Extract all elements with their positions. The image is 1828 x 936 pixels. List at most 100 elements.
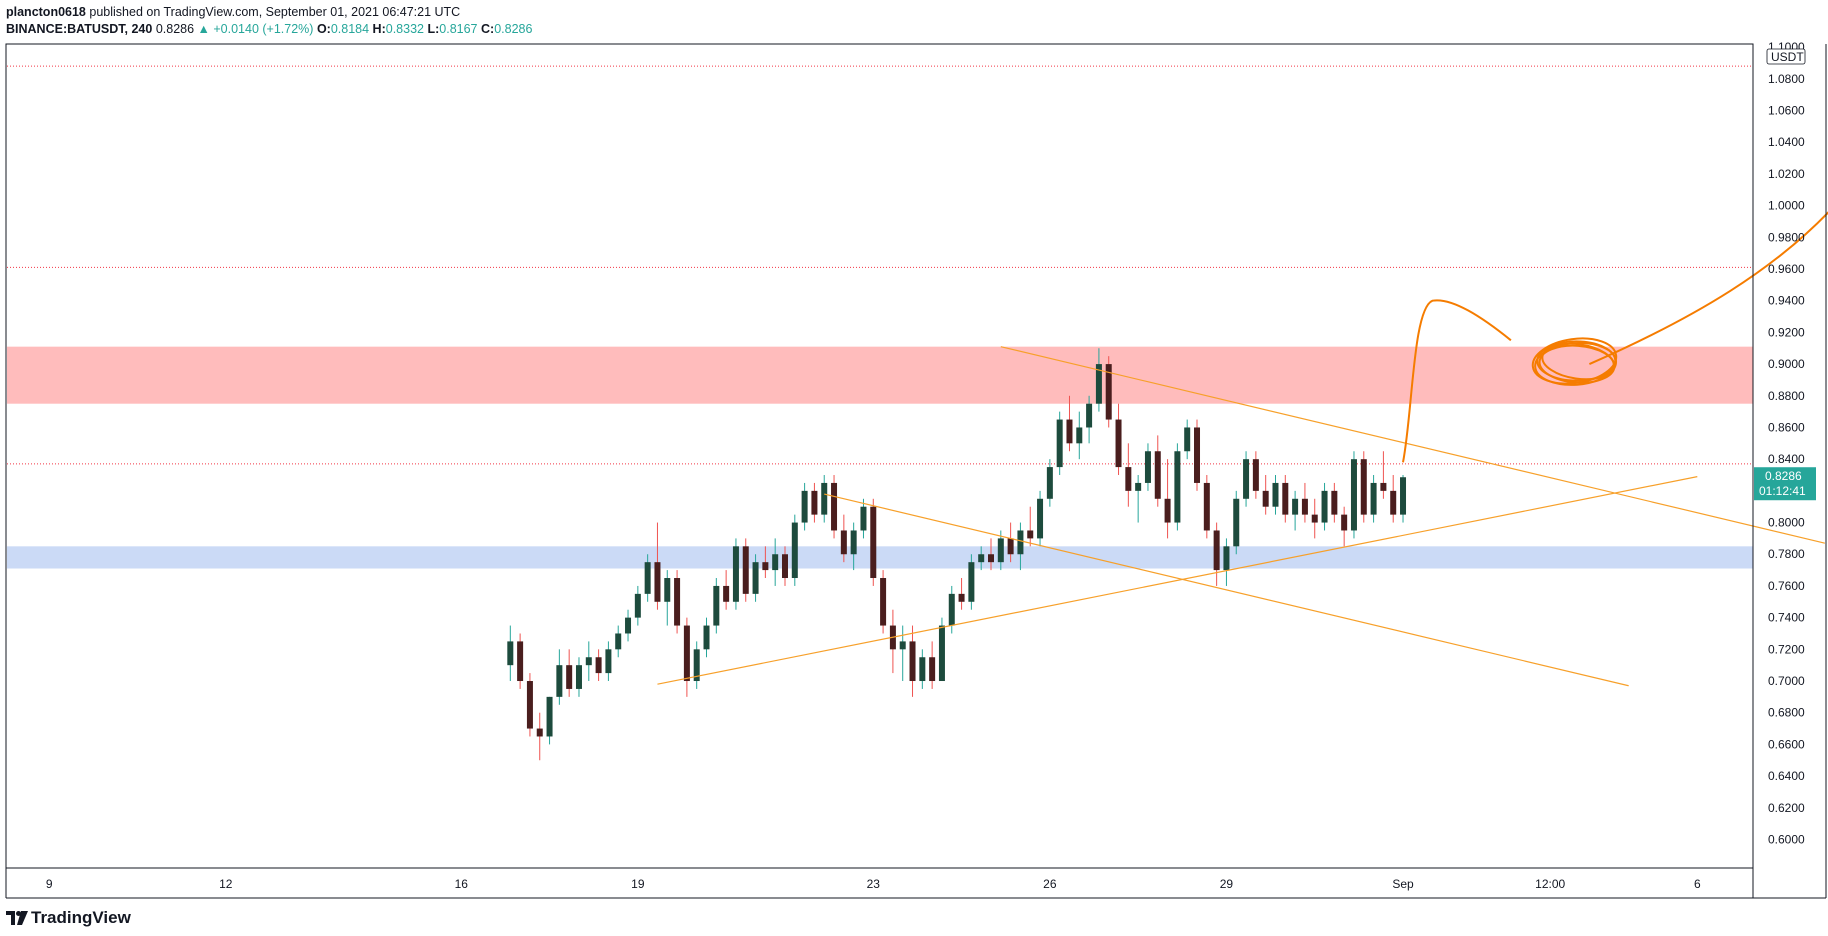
candle-body[interactable] (772, 554, 779, 571)
candle-body[interactable] (1037, 498, 1044, 539)
candle-body[interactable] (938, 625, 945, 682)
author-name[interactable]: plancton0618 (6, 5, 86, 19)
candle-body[interactable] (693, 649, 700, 682)
candle-body[interactable] (664, 578, 671, 602)
candle-body[interactable] (1262, 490, 1269, 507)
candle-body[interactable] (1252, 459, 1259, 491)
candle-body[interactable] (1311, 514, 1318, 523)
candle-body[interactable] (1007, 538, 1014, 555)
candle-body[interactable] (762, 562, 769, 571)
candle-body[interactable] (988, 554, 994, 563)
candle-body[interactable] (1243, 459, 1250, 499)
candle-body[interactable] (585, 657, 592, 666)
candle-body[interactable] (683, 625, 690, 682)
candle-body[interactable] (1194, 427, 1201, 483)
candle-body[interactable] (880, 578, 887, 626)
candle-body[interactable] (546, 696, 553, 737)
candle-body[interactable] (929, 657, 936, 682)
candle-body[interactable] (870, 506, 877, 579)
candle-body[interactable] (899, 641, 906, 650)
trend-line-2[interactable] (824, 493, 1629, 687)
trend-line-3[interactable] (657, 476, 1698, 685)
candle-body[interactable] (1301, 498, 1308, 515)
candle-body[interactable] (1095, 364, 1102, 404)
candle-body[interactable] (1027, 530, 1034, 539)
candle-body[interactable] (840, 530, 847, 555)
candle-body[interactable] (526, 681, 533, 729)
candle-body[interactable] (703, 625, 710, 650)
plot-area[interactable] (5, 43, 1754, 869)
candle-body[interactable] (1292, 498, 1299, 515)
candle-body[interactable] (1066, 419, 1073, 444)
candle-body[interactable] (1184, 427, 1191, 452)
candle-body[interactable] (713, 585, 720, 626)
candle-body[interactable] (1154, 451, 1161, 499)
trend-line-1[interactable] (1000, 346, 1825, 544)
candle-body[interactable] (1105, 364, 1112, 420)
candle-body[interactable] (644, 562, 651, 594)
candle-body[interactable] (1370, 482, 1377, 515)
candle-body[interactable] (1213, 530, 1220, 571)
candle-body[interactable] (575, 665, 582, 689)
candle-body[interactable] (801, 490, 808, 523)
candle-body[interactable] (948, 593, 955, 626)
candle-body[interactable] (1056, 419, 1063, 468)
candle-body[interactable] (1321, 490, 1328, 523)
candle-body[interactable] (1341, 514, 1348, 531)
candle-body[interactable] (605, 649, 612, 674)
candle-body[interactable] (536, 728, 543, 737)
candle-body[interactable] (507, 641, 514, 666)
candle-body[interactable] (1360, 459, 1367, 515)
candle-body[interactable] (1086, 403, 1093, 428)
candle-body[interactable] (654, 562, 661, 602)
candle-body[interactable] (1164, 498, 1171, 523)
candle-body[interactable] (850, 530, 857, 555)
candle-body[interactable] (723, 585, 730, 602)
candle-body[interactable] (1272, 482, 1279, 507)
candle-body[interactable] (1331, 490, 1338, 515)
currency-label[interactable]: USDT (1771, 50, 1804, 64)
candle-body[interactable] (1135, 482, 1142, 491)
candle-body[interactable] (958, 593, 965, 602)
candle-body[interactable] (1380, 482, 1387, 491)
candle-body[interactable] (1115, 419, 1122, 468)
candle-body[interactable] (968, 562, 975, 602)
candle-body[interactable] (1400, 477, 1407, 515)
candle-body[interactable] (1203, 482, 1210, 531)
candle-body[interactable] (1144, 451, 1151, 483)
candle-body[interactable] (811, 490, 818, 515)
candle-body[interactable] (625, 617, 632, 634)
candle-body[interactable] (1125, 467, 1132, 491)
candle-body[interactable] (615, 633, 622, 650)
symbol-name[interactable]: BINANCE:BATUSDT, 240 (6, 22, 153, 36)
candle-body[interactable] (566, 665, 573, 689)
candle-body[interactable] (781, 554, 788, 579)
candle-body[interactable] (1076, 427, 1083, 444)
candle-body[interactable] (752, 562, 759, 594)
candle-body[interactable] (1350, 459, 1357, 531)
candle-body[interactable] (634, 593, 641, 618)
candle-body[interactable] (1174, 451, 1181, 523)
candle-body[interactable] (674, 578, 681, 626)
candle-body[interactable] (1223, 546, 1230, 571)
candle-body[interactable] (517, 641, 524, 682)
candle-body[interactable] (1233, 498, 1240, 547)
candle-body[interactable] (909, 641, 916, 682)
tradingview-brand[interactable]: TradingView (6, 907, 131, 929)
candle-body[interactable] (556, 665, 563, 697)
candle-body[interactable] (821, 482, 828, 515)
candle-body[interactable] (732, 546, 739, 602)
candle-body[interactable] (595, 657, 602, 674)
candle-body[interactable] (997, 538, 1004, 563)
candle-body[interactable] (791, 522, 798, 579)
candle-body[interactable] (978, 554, 985, 563)
candle-body[interactable] (860, 506, 867, 531)
candle-body[interactable] (1046, 467, 1053, 499)
currency-box[interactable] (1766, 48, 1806, 65)
candle-body[interactable] (1017, 530, 1024, 555)
candle-body[interactable] (742, 546, 749, 594)
candle-body[interactable] (1390, 490, 1397, 515)
candle-body[interactable] (831, 482, 838, 531)
candle-body[interactable] (919, 657, 926, 682)
